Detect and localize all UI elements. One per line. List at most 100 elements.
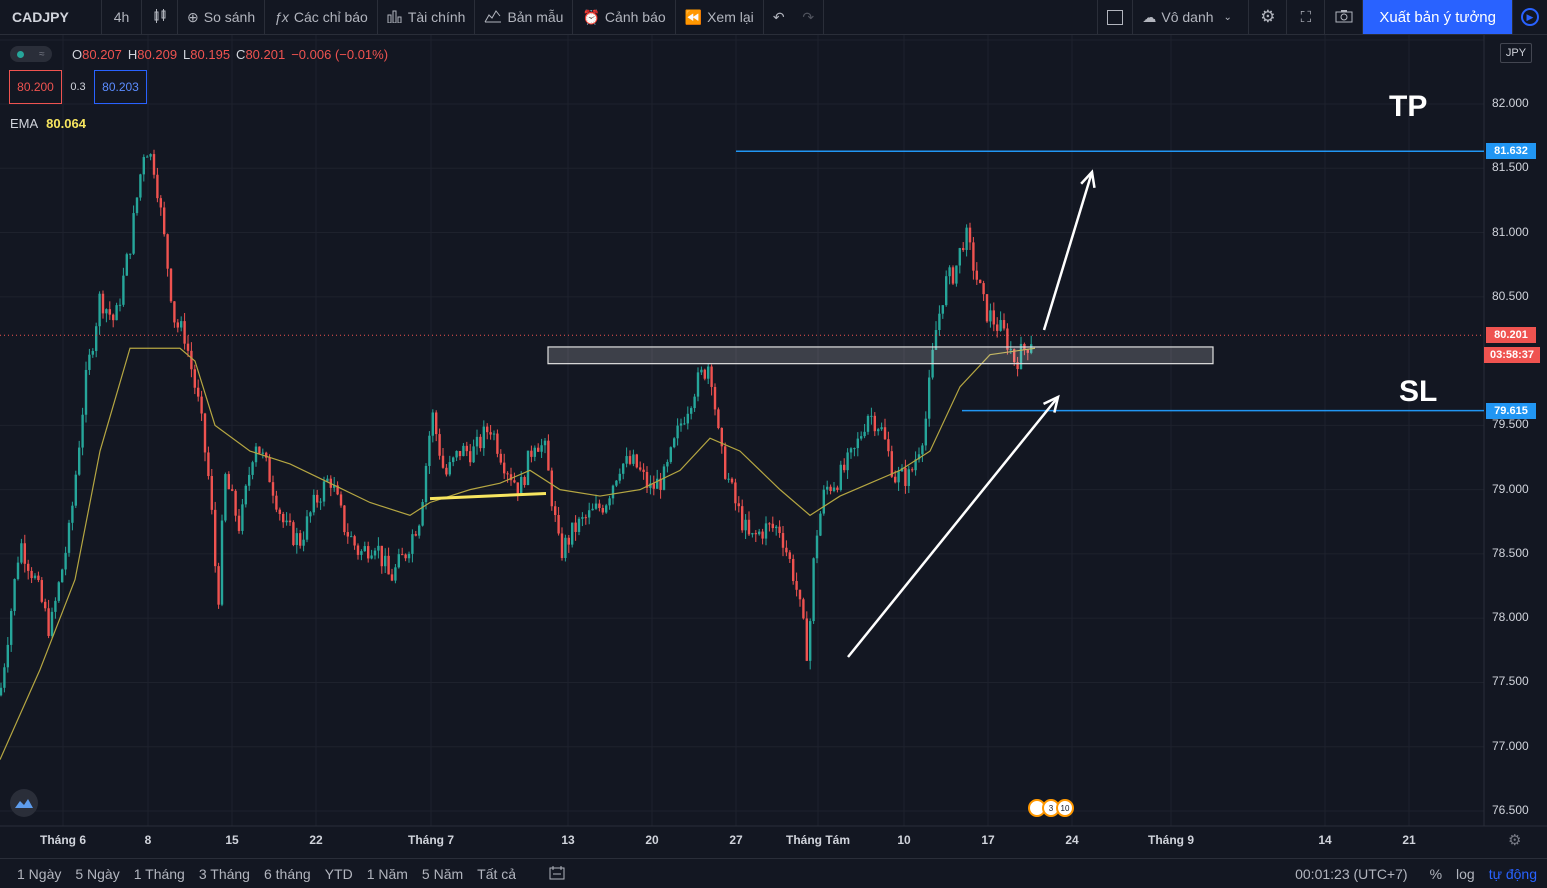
fullscreen-button[interactable]: ⛶ xyxy=(1287,0,1326,34)
replay-button[interactable]: ⏪ Xem lại xyxy=(676,0,764,34)
compare-button[interactable]: ⊕ So sánh xyxy=(178,0,266,34)
candle-body xyxy=(220,520,224,605)
candle-body xyxy=(622,463,625,474)
auto-scale-toggle[interactable]: tự động xyxy=(1488,866,1537,882)
clock-timezone[interactable]: 00:01:23 (UTC+7) xyxy=(1295,866,1408,882)
time-axis-label: 22 xyxy=(309,833,323,847)
candle-body xyxy=(703,369,706,379)
range-tất-cả[interactable]: Tất cả xyxy=(477,866,517,882)
candle-body xyxy=(285,520,288,523)
candle-body xyxy=(530,450,533,457)
range-3-tháng[interactable]: 3 Tháng xyxy=(198,866,250,882)
candle-body xyxy=(149,154,152,157)
play-button[interactable]: ▶ xyxy=(1512,0,1547,34)
range-ytd[interactable]: YTD xyxy=(324,866,353,882)
range-1-ngày[interactable]: 1 Ngày xyxy=(17,866,62,882)
alerts-button[interactable]: ⏰ Cảnh báo xyxy=(573,0,676,34)
candle-body xyxy=(928,377,931,419)
candle-body xyxy=(47,608,50,636)
candle-body xyxy=(690,408,693,414)
candle-body xyxy=(819,513,822,536)
candle-body xyxy=(907,469,910,486)
chart-type-button[interactable] xyxy=(142,0,178,34)
buy-button[interactable]: 80.203 xyxy=(94,70,147,104)
ema-legend[interactable]: EMA 80.064 xyxy=(10,116,86,131)
candle-body xyxy=(618,473,621,481)
candle-body xyxy=(268,457,271,483)
tp-annotation[interactable]: TP xyxy=(1389,90,1428,123)
interval-button[interactable]: 4h xyxy=(102,0,142,34)
candle-body xyxy=(275,495,278,510)
layout-button[interactable] xyxy=(1097,0,1134,34)
log-toggle[interactable]: log xyxy=(1456,866,1475,882)
sl-annotation[interactable]: SL xyxy=(1399,375,1438,408)
tradingview-logo-icon[interactable] xyxy=(10,789,38,817)
currency-button[interactable]: JPY xyxy=(1500,43,1532,63)
indicators-button[interactable]: ƒx Các chỉ báo xyxy=(265,0,378,34)
candle-body xyxy=(30,570,33,579)
templates-button[interactable]: Bản mẫu xyxy=(475,0,574,34)
price-chart[interactable] xyxy=(0,35,1547,858)
candle-body xyxy=(683,423,686,425)
range-5-ngày[interactable]: 5 Ngày xyxy=(75,866,120,882)
event-count-10[interactable]: 10 xyxy=(1056,799,1074,817)
candle-body xyxy=(319,501,322,503)
candle-body xyxy=(3,667,6,688)
candle-body xyxy=(98,293,101,327)
candle-body xyxy=(377,545,380,551)
candle-body xyxy=(509,474,513,481)
visibility-toggle[interactable]: ≈ xyxy=(10,46,52,62)
candle-body xyxy=(101,293,105,314)
undo-button[interactable]: ↶ xyxy=(764,0,794,34)
candle-body xyxy=(241,504,244,531)
candle-body xyxy=(989,310,992,322)
redo-button[interactable]: ↷ xyxy=(794,0,824,34)
candle-body xyxy=(142,157,145,175)
plus-circle-icon: ⊕ xyxy=(187,8,199,25)
candle-body xyxy=(254,446,258,463)
snapshot-button[interactable] xyxy=(1325,0,1364,34)
candle-body xyxy=(224,474,227,521)
candle-body xyxy=(866,415,870,432)
publish-idea-button[interactable]: Xuất bản ý tưởng xyxy=(1363,0,1512,34)
ema-label: EMA xyxy=(10,116,39,131)
candle-body xyxy=(302,539,305,546)
candle-body xyxy=(401,554,404,556)
candle-body xyxy=(129,253,132,255)
financials-button[interactable]: Tài chính xyxy=(378,0,476,34)
high-value: 80.209 xyxy=(137,46,178,62)
candle-body xyxy=(911,469,914,471)
layout-name-menu[interactable]: ☁ Vô danh ⌄ xyxy=(1133,0,1250,34)
range-5-năm[interactable]: 5 Năm xyxy=(421,866,464,882)
candle-body xyxy=(1026,349,1029,353)
symbol-search[interactable]: CADJPY xyxy=(0,0,102,34)
candle-body xyxy=(183,321,186,344)
candle-body xyxy=(418,525,421,536)
candle-body xyxy=(404,554,407,559)
economic-events[interactable]: 3 10 xyxy=(1028,799,1074,817)
candle-body xyxy=(894,476,897,483)
candle-body xyxy=(244,485,247,505)
candle-body xyxy=(792,558,795,582)
range-1-năm[interactable]: 1 Năm xyxy=(366,866,408,882)
percent-toggle[interactable]: % xyxy=(1429,866,1443,882)
sell-button[interactable]: 80.200 xyxy=(9,70,62,104)
candle-body xyxy=(217,566,220,605)
event-count-3[interactable]: 3 xyxy=(1042,799,1060,817)
candle-body xyxy=(788,552,791,559)
bid-ask-panel: 80.200 0.3 80.203 xyxy=(9,70,147,104)
candle-body xyxy=(547,440,550,471)
candle-body xyxy=(652,483,655,489)
candle-body xyxy=(853,448,856,450)
candle-body xyxy=(16,562,20,580)
candle-body xyxy=(197,387,200,397)
candle-body xyxy=(414,534,417,536)
candle-body xyxy=(856,438,859,449)
time-axis-label: 24 xyxy=(1065,833,1079,847)
range-1-tháng[interactable]: 1 Tháng xyxy=(133,866,185,882)
range-6-tháng[interactable]: 6 tháng xyxy=(263,866,311,882)
settings-button[interactable]: ⚙ xyxy=(1249,0,1288,34)
axis-settings-gear-icon[interactable]: ⚙ xyxy=(1508,832,1522,849)
date-range-picker-button[interactable] xyxy=(549,865,565,884)
candle-body xyxy=(326,478,329,482)
